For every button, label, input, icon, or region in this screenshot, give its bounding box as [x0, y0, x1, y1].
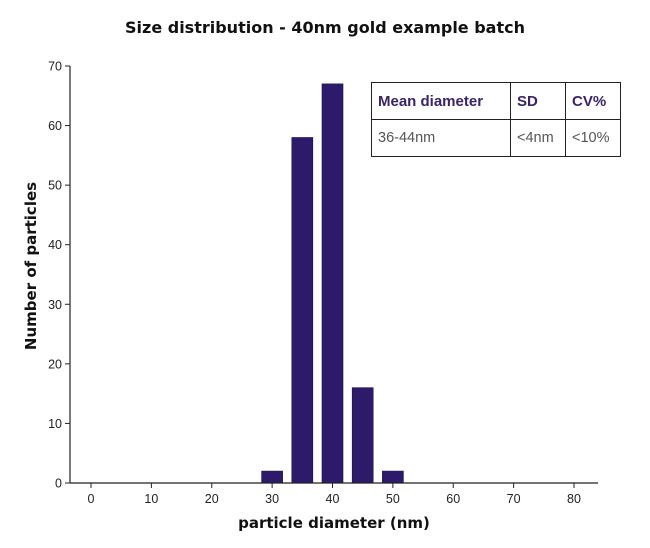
x-tick-label: 80 — [567, 492, 581, 506]
bar — [351, 387, 374, 484]
y-tick-label: 30 — [48, 298, 62, 312]
y-tick-label: 0 — [55, 477, 62, 491]
header-cv: CV% — [565, 82, 621, 120]
y-axis-label: Number of particles — [22, 182, 40, 350]
bar — [321, 83, 344, 484]
x-axis-label: particle diameter (nm) — [238, 514, 430, 532]
stats-table-header-row: Mean diameter SD CV% — [371, 82, 621, 120]
header-mean-diameter: Mean diameter — [371, 82, 511, 120]
chart-title: Size distribution - 40nm gold example ba… — [125, 18, 525, 37]
y-tick-label: 40 — [48, 238, 62, 252]
stats-table: Mean diameter SD CV% 36-44nm <4nm <10% — [371, 82, 621, 157]
x-tick-label: 70 — [507, 492, 521, 506]
value-mean-diameter: 36-44nm — [371, 119, 511, 157]
stats-table-value-row: 36-44nm <4nm <10% — [371, 119, 621, 157]
x-tick-label: 40 — [326, 492, 340, 506]
value-sd: <4nm — [510, 119, 566, 157]
bars-group — [261, 83, 404, 484]
y-tick-label: 20 — [48, 357, 62, 371]
y-tick-label: 70 — [48, 60, 62, 74]
x-tick-label: 0 — [88, 492, 95, 506]
x-tick-label: 20 — [205, 492, 219, 506]
x-tick-label: 30 — [265, 492, 279, 506]
y-tick-label: 60 — [48, 119, 62, 133]
bar — [291, 137, 314, 484]
x-tick-label: 50 — [386, 492, 400, 506]
axes-group: 0 10 20 30 40 50 60 70 0 10 20 30 40 50 60 70 80 — [48, 60, 598, 506]
bar — [382, 470, 404, 484]
x-tick-label: 60 — [446, 492, 460, 506]
y-tick-label: 10 — [48, 417, 62, 431]
x-tick-label: 10 — [144, 492, 158, 506]
y-tick-label: 50 — [48, 179, 62, 193]
header-sd: SD — [510, 82, 566, 120]
bar — [261, 470, 283, 484]
value-cv: <10% — [565, 119, 621, 157]
